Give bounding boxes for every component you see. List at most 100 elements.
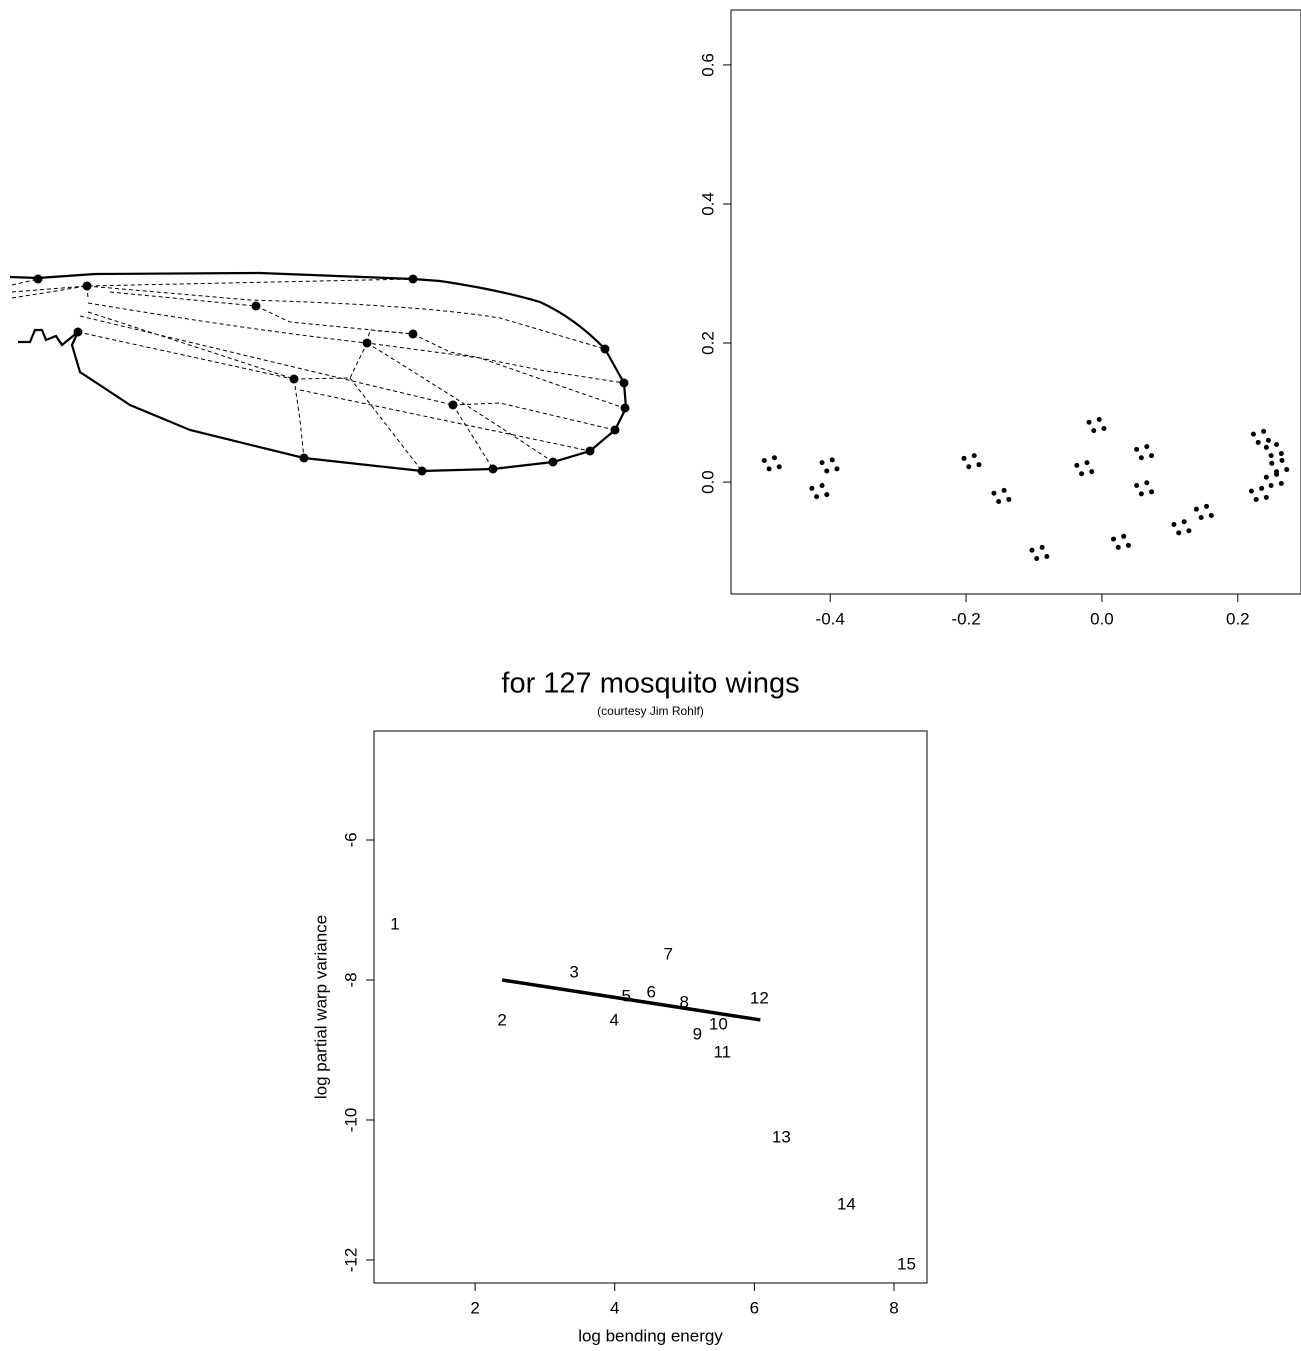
point	[1261, 428, 1267, 434]
x-tick-label: -0.4	[816, 609, 845, 628]
point	[1263, 444, 1269, 450]
point	[1121, 533, 1127, 539]
point-label: 15	[897, 1254, 916, 1273]
point	[1284, 467, 1290, 473]
point	[1138, 491, 1144, 497]
wing-diagram	[9, 271, 630, 476]
point-label: 4	[609, 1010, 618, 1029]
y-tick-label: -12	[341, 1248, 360, 1273]
point	[1144, 444, 1150, 450]
point	[976, 462, 982, 468]
point	[824, 468, 830, 474]
y-tick-label: 0.4	[698, 192, 717, 216]
point	[1278, 451, 1284, 457]
point	[1101, 426, 1107, 432]
y-tick-label: 0.0	[698, 470, 717, 494]
point	[1089, 469, 1095, 475]
point	[1250, 431, 1256, 437]
y-tick-label: 0.2	[698, 331, 717, 355]
point	[1044, 553, 1050, 559]
point	[1039, 544, 1045, 550]
point	[1263, 474, 1269, 480]
point	[1149, 489, 1155, 495]
point	[1268, 453, 1274, 459]
y-axis-label: log partial warp variance	[311, 915, 330, 1099]
point-label: 8	[680, 992, 689, 1011]
point	[1110, 536, 1116, 542]
plot-frame	[730, 9, 1301, 595]
point	[1171, 521, 1177, 527]
wing-base	[18, 328, 79, 347]
point	[1006, 496, 1012, 502]
point-label: 1	[390, 914, 399, 933]
point	[814, 494, 820, 500]
x-tick-label: 6	[750, 1298, 759, 1317]
point	[1074, 462, 1080, 468]
point-label: 6	[646, 982, 655, 1001]
point	[1259, 485, 1265, 491]
x-tick-label: 2	[470, 1298, 479, 1317]
point-label: 9	[693, 1024, 702, 1043]
wing-landmarks	[33, 274, 630, 476]
point-label: 5	[622, 986, 631, 1005]
y-tick-label: -8	[341, 972, 360, 987]
point	[1149, 453, 1155, 459]
point	[834, 466, 840, 472]
point	[1001, 487, 1007, 493]
point	[1204, 503, 1210, 509]
point	[1193, 506, 1199, 512]
point	[1079, 471, 1085, 477]
plot-frame	[373, 730, 928, 1284]
y-tick-label: 0.6	[698, 53, 717, 77]
point	[1176, 530, 1182, 536]
point-label: 10	[709, 1014, 728, 1033]
point-label: 2	[497, 1010, 506, 1029]
point	[1096, 416, 1102, 422]
point	[771, 455, 777, 461]
point	[1253, 496, 1259, 502]
point	[1278, 480, 1284, 486]
point	[1091, 428, 1097, 434]
point	[761, 458, 767, 464]
point	[966, 464, 972, 470]
point-label: 11	[713, 1042, 731, 1061]
point	[1086, 419, 1092, 425]
point	[996, 499, 1002, 505]
x-tick-label: 4	[610, 1298, 619, 1317]
point	[1144, 480, 1150, 486]
x-tick-label: 8	[889, 1298, 898, 1317]
point	[1084, 460, 1090, 466]
point	[1034, 556, 1040, 562]
point	[1268, 483, 1274, 489]
x-tick-label: 0.2	[1226, 609, 1250, 628]
point	[1115, 544, 1121, 550]
point	[1181, 519, 1187, 525]
point	[819, 483, 825, 489]
point	[766, 466, 772, 472]
point	[1125, 542, 1131, 548]
point	[1134, 446, 1140, 452]
point	[1208, 512, 1214, 518]
point	[1029, 547, 1035, 553]
point-label: 13	[772, 1127, 791, 1146]
point	[961, 455, 967, 461]
point	[824, 492, 830, 498]
x-axis-label: log bending energy	[578, 1326, 723, 1345]
point	[1248, 488, 1254, 494]
point	[1265, 437, 1271, 443]
point	[1274, 469, 1280, 475]
point	[1274, 442, 1280, 448]
point	[1186, 528, 1192, 534]
point	[971, 453, 977, 459]
point	[809, 485, 815, 491]
point	[1138, 455, 1144, 461]
point	[829, 457, 835, 463]
point	[1269, 460, 1275, 466]
y-tick-label: -6	[341, 832, 360, 847]
point	[1263, 494, 1269, 500]
point	[1255, 439, 1261, 445]
point	[776, 464, 782, 470]
wing-outline	[9, 271, 628, 473]
point	[1279, 458, 1285, 464]
